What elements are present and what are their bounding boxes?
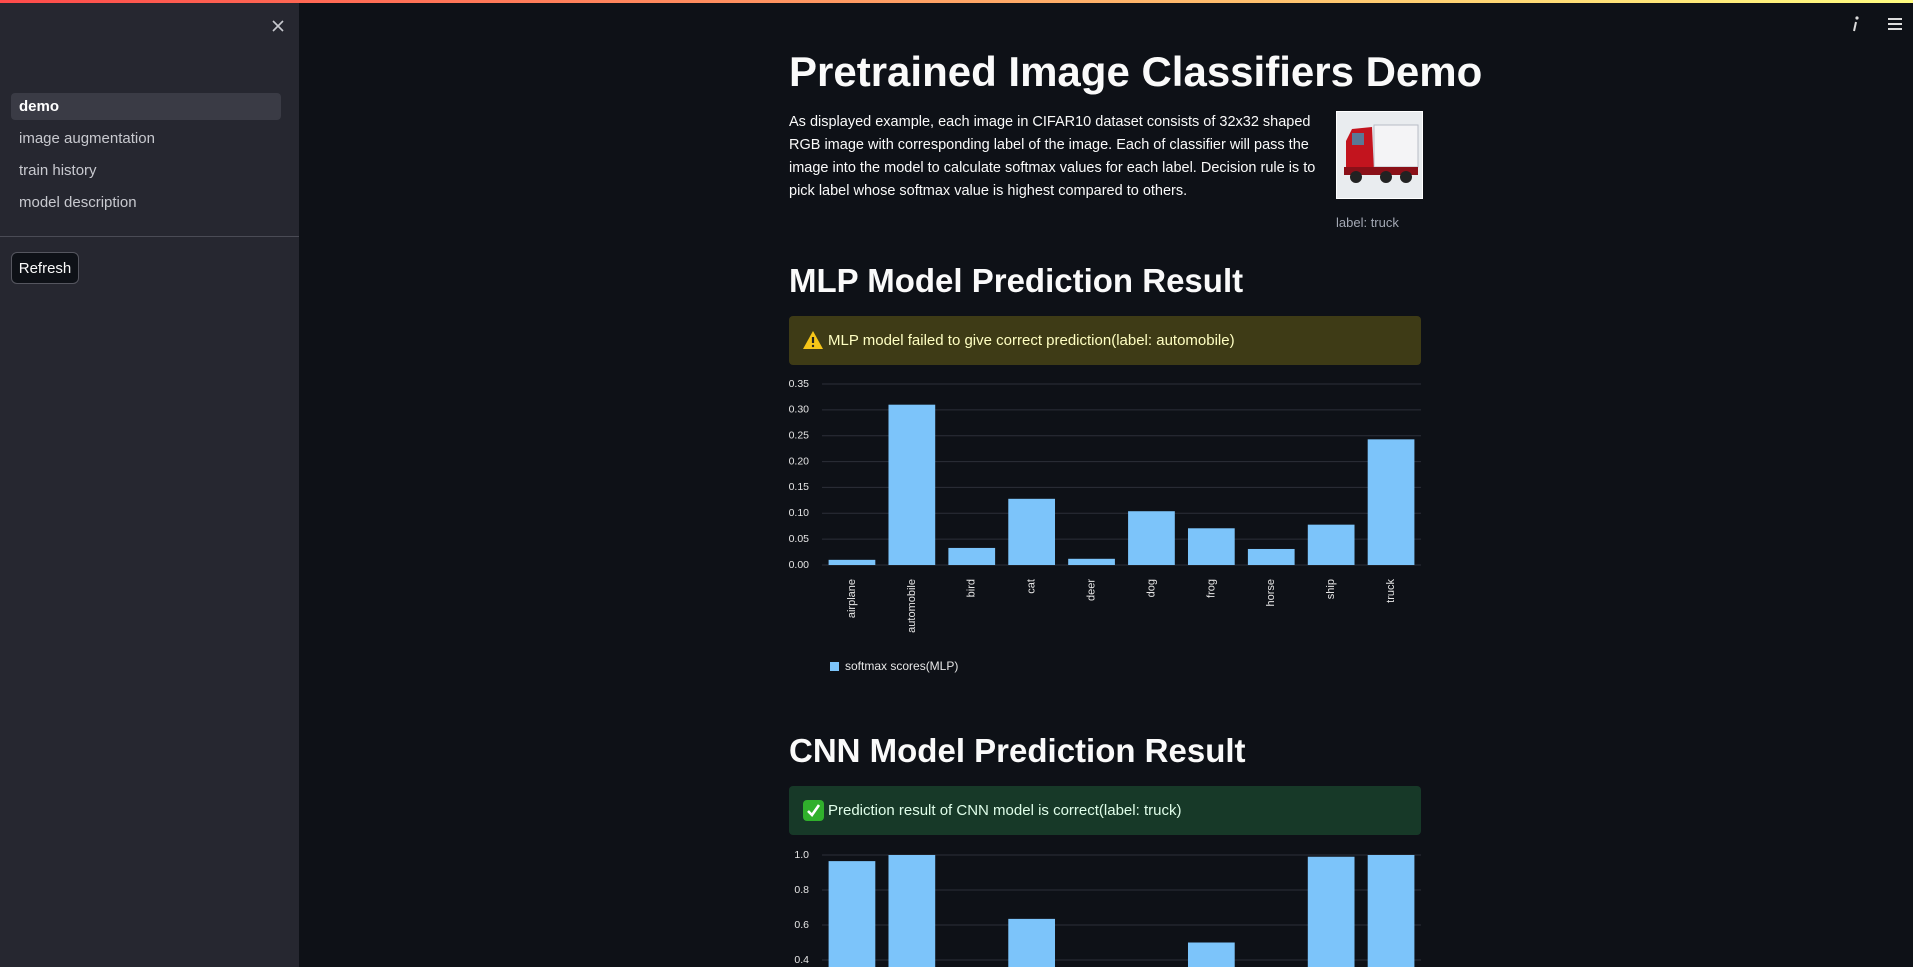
alert-text: MLP model failed to give correct predict… <box>828 332 1235 349</box>
menu-icon[interactable] <box>1886 16 1904 32</box>
bar <box>888 404 936 565</box>
y-tick-label: 0.20 <box>789 455 810 467</box>
alert-text: Prediction result of CNN model is correc… <box>828 802 1182 819</box>
section-heading: CNN Model Prediction Result <box>789 732 1246 769</box>
nav-item[interactable]: image augmentation <box>19 130 155 147</box>
y-tick-label: 0.10 <box>789 507 810 519</box>
bar <box>1008 918 1056 967</box>
description: As displayed example, each image in CIFA… <box>789 114 1316 199</box>
y-tick-label: 0.8 <box>794 884 809 896</box>
page-title: Pretrained Image Classifiers Demo <box>789 48 1483 95</box>
bar <box>1128 511 1175 565</box>
x-tick-label: cat <box>1026 579 1038 594</box>
refresh-button[interactable]: Refresh <box>11 252 79 284</box>
bar <box>828 861 876 967</box>
y-tick-label: 0.35 <box>789 378 810 390</box>
bar <box>1187 942 1235 967</box>
y-tick-label: 0.05 <box>789 533 810 545</box>
x-tick-label: horse <box>1265 579 1277 607</box>
x-tick-label: ship <box>1325 579 1337 599</box>
bar <box>1247 548 1295 565</box>
bar <box>1008 498 1056 565</box>
divider <box>0 236 299 237</box>
y-tick-label: 1.0 <box>794 849 809 861</box>
bar <box>1307 524 1355 565</box>
nav-item[interactable]: demo <box>11 93 281 120</box>
bar <box>888 855 936 967</box>
sidebar: demo image augmentation train history mo… <box>0 3 299 967</box>
info-icon[interactable] <box>1848 15 1864 33</box>
y-tick-label: 0.00 <box>789 559 810 571</box>
x-tick-label: bird <box>966 579 978 597</box>
warning-icon <box>803 331 823 349</box>
legend-swatch <box>830 662 839 671</box>
nav-item[interactable]: train history <box>19 162 97 179</box>
x-tick-label: airplane <box>846 579 858 618</box>
check-icon <box>803 800 824 821</box>
bar <box>1187 528 1235 565</box>
bar <box>828 559 876 565</box>
bar <box>1367 439 1415 565</box>
x-tick-label: truck <box>1385 579 1397 603</box>
x-tick-label: frog <box>1205 579 1217 598</box>
y-tick-label: 0.4 <box>794 954 809 966</box>
legend-label: softmax scores(MLP) <box>845 659 958 673</box>
bar <box>948 547 996 565</box>
warning-alert: MLP model failed to give correct predict… <box>789 316 1421 365</box>
close-button[interactable] <box>270 18 286 34</box>
success-alert: Prediction result of CNN model is correc… <box>789 786 1421 835</box>
y-tick-label: 0.6 <box>794 919 809 931</box>
y-tick-label: 0.15 <box>789 481 810 493</box>
x-tick-label: deer <box>1085 579 1097 601</box>
image-caption: label: truck <box>1336 215 1399 230</box>
x-tick-label: automobile <box>906 579 918 633</box>
top-bar <box>0 0 1913 3</box>
section-heading: MLP Model Prediction Result <box>789 262 1244 299</box>
x-tick-label: dog <box>1145 579 1157 597</box>
sample-image <box>1336 111 1423 199</box>
y-tick-label: 0.30 <box>789 404 810 416</box>
y-tick-label: 0.25 <box>789 429 810 441</box>
bar <box>1068 558 1115 565</box>
bar <box>1367 855 1415 967</box>
nav-item[interactable]: model description <box>19 194 137 211</box>
bar <box>1307 856 1355 967</box>
